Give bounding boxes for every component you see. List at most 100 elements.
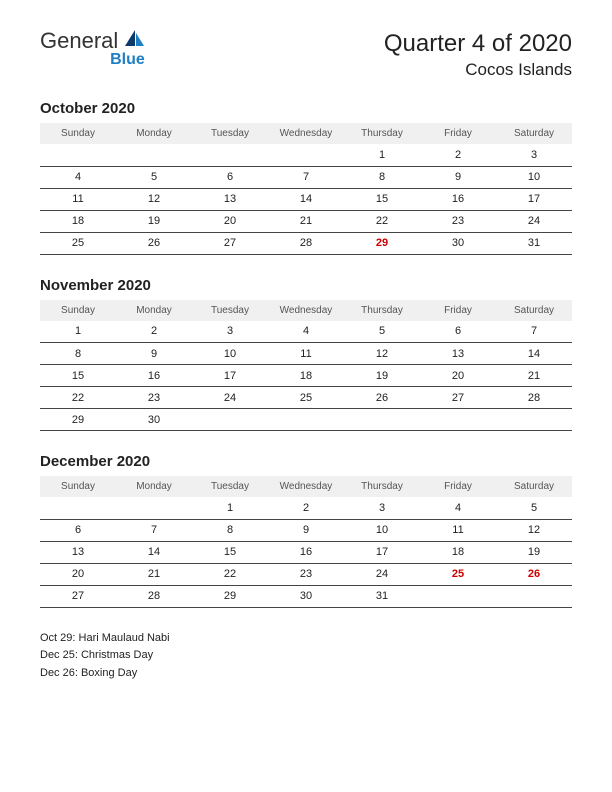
calendar-row: 22232425262728: [40, 387, 572, 409]
calendar-cell: 12: [496, 519, 572, 541]
calendar-cell: [192, 144, 268, 166]
calendar-cell: 11: [420, 519, 496, 541]
calendar-cell: 29: [40, 409, 116, 431]
calendar-cell: 13: [420, 343, 496, 365]
calendar-cell: 23: [420, 210, 496, 232]
weekday-header: Monday: [116, 123, 192, 144]
weekday-header: Sunday: [40, 476, 116, 497]
calendar-cell: [496, 409, 572, 431]
calendar-row: 2728293031: [40, 585, 572, 607]
month-title: October 2020: [40, 100, 572, 117]
calendar-cell: 27: [420, 387, 496, 409]
calendar-cell: [268, 144, 344, 166]
weekday-header: Sunday: [40, 300, 116, 321]
calendar-table: SundayMondayTuesdayWednesdayThursdayFrid…: [40, 300, 572, 432]
weekday-header: Friday: [420, 300, 496, 321]
weekday-header: Wednesday: [268, 300, 344, 321]
calendar-cell: 20: [40, 563, 116, 585]
calendar-cell: [268, 409, 344, 431]
weekday-header: Tuesday: [192, 123, 268, 144]
calendar-cell: 22: [192, 563, 268, 585]
weekday-header: Wednesday: [268, 476, 344, 497]
calendar-cell: 29: [192, 585, 268, 607]
month-block: October 2020SundayMondayTuesdayWednesday…: [40, 100, 572, 255]
calendar-cell: 23: [116, 387, 192, 409]
calendar-cell: 26: [496, 563, 572, 585]
calendar-cell: 14: [116, 541, 192, 563]
calendar-cell: 19: [116, 210, 192, 232]
calendar-row: 6789101112: [40, 519, 572, 541]
calendar-cell: 20: [192, 210, 268, 232]
calendar-cell: 2: [420, 144, 496, 166]
months-container: October 2020SundayMondayTuesdayWednesday…: [40, 100, 572, 608]
calendar-cell: 28: [268, 232, 344, 254]
calendar-cell: 2: [116, 321, 192, 343]
calendar-cell: 26: [116, 232, 192, 254]
calendar-cell: 11: [268, 343, 344, 365]
calendar-cell: 3: [192, 321, 268, 343]
calendar-cell: 16: [116, 365, 192, 387]
calendar-cell: [40, 144, 116, 166]
calendar-cell: 13: [192, 188, 268, 210]
calendar-cell: 9: [420, 166, 496, 188]
calendar-cell: 24: [192, 387, 268, 409]
calendar-cell: 6: [192, 166, 268, 188]
calendar-cell: [496, 585, 572, 607]
title-block: Quarter 4 of 2020 Cocos Islands: [384, 30, 572, 80]
calendar-cell: 4: [420, 497, 496, 519]
calendar-cell: 21: [268, 210, 344, 232]
calendar-row: 123: [40, 144, 572, 166]
weekday-header: Saturday: [496, 123, 572, 144]
calendar-row: 15161718192021: [40, 365, 572, 387]
calendar-cell: 8: [40, 343, 116, 365]
logo: General Blue: [40, 30, 145, 69]
weekday-header: Tuesday: [192, 476, 268, 497]
calendar-cell: 25: [420, 563, 496, 585]
calendar-cell: 15: [40, 365, 116, 387]
calendar-cell: 30: [268, 585, 344, 607]
weekday-header: Sunday: [40, 123, 116, 144]
calendar-cell: 1: [40, 321, 116, 343]
calendar-cell: 25: [268, 387, 344, 409]
calendar-cell: 24: [344, 563, 420, 585]
calendar-cell: 10: [192, 343, 268, 365]
calendar-cell: 1: [192, 497, 268, 519]
calendar-cell: 7: [268, 166, 344, 188]
calendar-cell: 6: [40, 519, 116, 541]
calendar-cell: 1: [344, 144, 420, 166]
holiday-entry: Oct 29: Hari Maulaud Nabi: [40, 630, 572, 648]
logo-general: General: [40, 28, 118, 53]
calendar-cell: 31: [344, 585, 420, 607]
calendar-row: 12345: [40, 497, 572, 519]
calendar-cell: 17: [344, 541, 420, 563]
page-title: Quarter 4 of 2020: [384, 30, 572, 58]
weekday-header: Monday: [116, 300, 192, 321]
calendar-row: 18192021222324: [40, 210, 572, 232]
calendar-cell: 22: [344, 210, 420, 232]
calendar-cell: 28: [116, 585, 192, 607]
calendar-cell: 7: [496, 321, 572, 343]
calendar-cell: 26: [344, 387, 420, 409]
region-label: Cocos Islands: [384, 60, 572, 80]
holidays-list: Oct 29: Hari Maulaud NabiDec 25: Christm…: [40, 630, 572, 683]
month-title: November 2020: [40, 277, 572, 294]
calendar-cell: 7: [116, 519, 192, 541]
calendar-cell: [192, 409, 268, 431]
calendar-row: 25262728293031: [40, 232, 572, 254]
calendar-cell: 8: [192, 519, 268, 541]
logo-blue: Blue: [40, 51, 145, 69]
calendar-row: 20212223242526: [40, 563, 572, 585]
calendar-cell: 3: [496, 144, 572, 166]
calendar-cell: 23: [268, 563, 344, 585]
weekday-header: Friday: [420, 476, 496, 497]
calendar-cell: 27: [192, 232, 268, 254]
calendar-cell: 5: [344, 321, 420, 343]
calendar-cell: 18: [40, 210, 116, 232]
sail-icon: [125, 30, 145, 53]
calendar-cell: 8: [344, 166, 420, 188]
calendar-cell: 2: [268, 497, 344, 519]
calendar-cell: 18: [420, 541, 496, 563]
calendar-cell: [420, 585, 496, 607]
month-title: December 2020: [40, 453, 572, 470]
holiday-entry: Dec 26: Boxing Day: [40, 665, 572, 683]
